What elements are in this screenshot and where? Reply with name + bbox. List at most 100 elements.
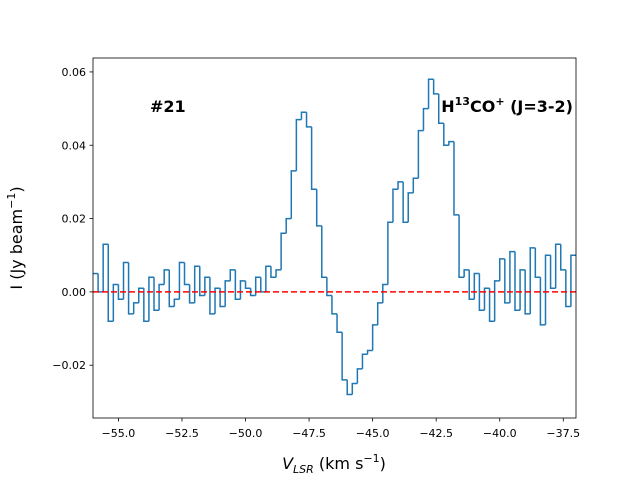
step-segment [422,107,429,131]
y-label-sup: −1 [5,193,18,209]
annotation: #21 [150,97,186,116]
step-segment [188,284,195,304]
axes-frame [92,57,577,419]
step-segment [173,298,180,307]
step-segment [127,262,134,315]
step-segment [219,288,226,308]
step-segment [432,79,439,95]
step-segment [112,283,119,322]
step-segment [117,284,124,300]
step-segment [397,181,404,190]
y-tick-label: 0.02 [62,213,87,226]
step-segment [519,269,526,311]
step-segment [514,251,521,311]
step-segment [402,181,409,223]
step-segment [199,266,205,297]
step-segment [549,255,556,289]
x-tick-label: −52.5 [165,427,199,440]
step-segment [239,280,246,300]
x-tick-label: −37.5 [546,427,580,440]
annotation-text: CO [470,97,495,116]
x-label-text: (km s [314,454,364,473]
step-segment [351,382,358,395]
step-segment [509,250,515,303]
step-segment [376,302,383,325]
step-segment [570,254,576,307]
step-segment [437,93,444,125]
x-tick-label: −55.0 [102,427,136,440]
step-segment [158,283,165,311]
step-segment [417,129,424,179]
step-segment [468,269,475,300]
y-label-text: ) [7,186,26,192]
annotation-text: (J=3-2) [505,97,573,116]
y-tick-label: −0.02 [52,359,86,372]
y-tick-label: 0.06 [62,66,87,79]
step-segment [193,265,200,303]
step-segment [412,177,419,193]
step-segment [336,313,343,333]
step-segment [148,276,155,322]
step-segment [183,262,190,286]
step-segment [249,288,256,297]
step-segment [544,254,551,325]
step-segment [366,349,373,355]
step-segment [178,261,185,300]
x-tick-label: −42.5 [419,427,453,440]
step-segment [300,111,307,120]
step-segment [107,244,114,322]
step-segment [310,126,317,190]
y-tick-label: 0.00 [62,286,87,299]
step-segment [209,277,216,315]
step-segment [132,302,139,314]
step-segment [478,273,485,311]
x-tick-label: −45.0 [356,427,390,440]
step-segment [371,324,378,351]
step-segment [315,189,322,227]
step-segment [122,261,129,300]
step-segment [341,332,348,381]
x-axis-label: VLSR (km s−1) [282,452,386,476]
step-segment [229,269,236,281]
step-segment [498,258,505,281]
annotation-text: H [441,97,454,116]
step-segment [473,272,480,300]
step-segment [493,280,500,322]
step-segment [285,217,292,234]
step-segment [295,118,302,171]
step-segment [565,269,571,308]
step-segment [153,277,160,311]
step-segment [234,269,241,300]
step-segment [331,295,338,315]
step-segment [524,269,531,315]
step-segment [143,288,149,322]
x-tick-label: −40.0 [483,427,517,440]
annotation-sup: 13 [455,95,470,108]
x-tick-label: −50.0 [229,427,263,440]
step-segment [559,244,566,271]
x-label-sup: −1 [363,452,379,465]
step-segment [504,258,510,304]
step-segment [443,123,449,147]
step-segment [102,243,109,292]
step-segment [539,277,546,326]
step-segment [326,277,332,297]
step-segment [392,188,399,223]
step-segment [534,247,541,278]
step-segment [361,353,368,369]
step-segment [356,368,363,384]
step-segment [290,170,297,219]
step-segment [270,266,277,278]
annotation: H13CO+ (J=3-2) [441,95,573,116]
step-segment [407,192,414,223]
step-segment [224,280,231,307]
step-segment [265,265,271,292]
x-label-text: V [282,454,294,473]
step-segment [458,214,465,278]
step-segment [138,287,144,303]
step-segment [346,379,353,396]
step-segment [463,269,470,278]
x-label-text: ) [380,454,386,473]
step-segment [448,140,454,146]
